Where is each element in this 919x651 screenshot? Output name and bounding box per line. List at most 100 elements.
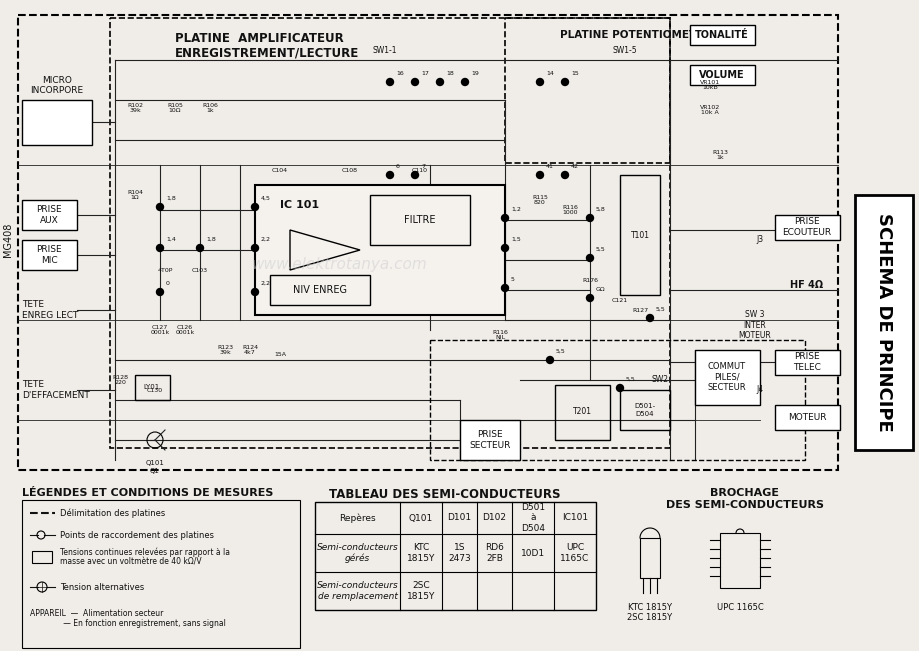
Text: 16: 16 <box>395 71 403 76</box>
Circle shape <box>616 385 623 391</box>
Text: LY01: LY01 <box>143 384 160 390</box>
Text: MOTEUR: MOTEUR <box>787 413 825 421</box>
Text: C121: C121 <box>611 298 628 303</box>
Text: J3: J3 <box>755 236 763 245</box>
Text: TONALITÉ: TONALITÉ <box>695 30 748 40</box>
Text: SW1-5: SW1-5 <box>612 46 637 55</box>
Circle shape <box>251 245 258 251</box>
Circle shape <box>546 357 553 363</box>
Circle shape <box>586 214 593 221</box>
Text: 4,5: 4,5 <box>261 196 270 201</box>
Text: LÉGENDES ET CONDITIONS DE MESURES: LÉGENDES ET CONDITIONS DE MESURES <box>22 488 273 498</box>
Text: GΩ: GΩ <box>596 287 605 292</box>
Text: C103: C103 <box>192 268 208 273</box>
Text: SW1-1: SW1-1 <box>372 46 397 55</box>
Text: R116
NIL: R116 NIL <box>492 329 507 340</box>
Text: PRISE
TELEC: PRISE TELEC <box>792 352 820 372</box>
Bar <box>694 350 759 405</box>
Text: 15A: 15A <box>274 352 286 357</box>
Text: D501
à
D504: D501 à D504 <box>520 503 544 533</box>
Text: Q101: Q101 <box>145 460 165 466</box>
Bar <box>774 215 839 240</box>
Text: VOLUME: VOLUME <box>698 70 744 80</box>
Circle shape <box>501 284 508 292</box>
Circle shape <box>156 288 164 296</box>
Text: 2,2: 2,2 <box>261 281 271 286</box>
Text: 19: 19 <box>471 71 479 76</box>
Text: 15: 15 <box>571 71 578 76</box>
Bar <box>689 25 754 45</box>
Circle shape <box>386 79 393 85</box>
Text: VR101
10kB: VR101 10kB <box>699 79 720 90</box>
Text: BROCHAGE
DES SEMI-CONDUCTEURS: BROCHAGE DES SEMI-CONDUCTEURS <box>665 488 823 510</box>
Text: IC 101: IC 101 <box>279 200 319 210</box>
Text: 1,2: 1,2 <box>510 207 520 212</box>
Circle shape <box>536 79 543 85</box>
Text: C127
0001k: C127 0001k <box>150 325 169 335</box>
Text: 10D1: 10D1 <box>520 549 544 557</box>
Text: D101: D101 <box>447 514 471 523</box>
Text: Tension alternatives: Tension alternatives <box>60 583 144 592</box>
Text: Tensions continues relevées par rapport à la
masse avec un voltmètre de 40 kΩ/V: Tensions continues relevées par rapport … <box>60 547 230 567</box>
Text: TETE
D'EFFACEMENT: TETE D'EFFACEMENT <box>22 380 90 400</box>
Text: 6: 6 <box>395 164 400 169</box>
Bar <box>135 375 170 400</box>
Circle shape <box>561 171 568 178</box>
Text: TABLEAU DES SEMI-CONDUCTEURS: TABLEAU DES SEMI-CONDUCTEURS <box>329 488 561 501</box>
Circle shape <box>436 79 443 85</box>
Text: 5,5: 5,5 <box>555 349 565 354</box>
Circle shape <box>586 294 593 301</box>
Text: 17: 17 <box>421 71 428 76</box>
Text: R128
220: R128 220 <box>112 374 128 385</box>
Text: 1,8: 1,8 <box>165 196 176 201</box>
Text: 5,5: 5,5 <box>596 247 605 252</box>
Text: T101: T101 <box>630 230 649 240</box>
Circle shape <box>646 314 652 322</box>
Text: R123
39k: R123 39k <box>217 344 233 355</box>
Text: RD6
2FB: RD6 2FB <box>484 544 504 562</box>
Text: UPC
1165C: UPC 1165C <box>560 544 589 562</box>
Circle shape <box>156 245 164 251</box>
Text: C104: C104 <box>272 167 288 173</box>
Bar <box>854 195 912 450</box>
Text: R176: R176 <box>582 277 597 283</box>
Circle shape <box>561 79 568 85</box>
Text: Q101: Q101 <box>408 514 433 523</box>
Text: PLATINE  AMPLIFICATEUR
ENREGISTREMENT/LECTURE: PLATINE AMPLIFICATEUR ENREGISTREMENT/LEC… <box>175 32 358 60</box>
Text: SW 3
INTER
MOTEUR: SW 3 INTER MOTEUR <box>738 310 770 340</box>
Bar <box>774 405 839 430</box>
Text: D501-
D504: D501- D504 <box>634 404 655 417</box>
Text: SW2: SW2 <box>651 376 668 385</box>
Text: C108: C108 <box>342 167 357 173</box>
Circle shape <box>536 171 543 178</box>
Text: Points de raccordement des platines: Points de raccordement des platines <box>60 531 214 540</box>
Text: R106
1k: R106 1k <box>202 103 218 113</box>
Bar <box>689 65 754 85</box>
Text: VR102
10k A: VR102 10k A <box>699 105 720 115</box>
Bar <box>369 195 470 245</box>
Text: KTC
1815Y: KTC 1815Y <box>406 544 435 562</box>
Text: 7: 7 <box>421 164 425 169</box>
Text: J4: J4 <box>755 385 763 395</box>
Bar <box>110 18 669 448</box>
Circle shape <box>251 204 258 210</box>
Text: 5,5: 5,5 <box>655 307 665 312</box>
Bar <box>505 18 669 163</box>
Text: 5,8: 5,8 <box>596 207 605 212</box>
Text: COMMUT
PILES/
SECTEUR: COMMUT PILES/ SECTEUR <box>707 362 745 392</box>
Bar <box>720 533 759 588</box>
Text: 5: 5 <box>510 277 515 282</box>
Text: www.elektrotanya.com: www.elektrotanya.com <box>252 258 427 273</box>
Text: 1S
2473: 1S 2473 <box>448 544 471 562</box>
Text: PLATINE POTENTIOMETRES: PLATINE POTENTIOMETRES <box>560 30 718 40</box>
Text: SCHEMA DE PRINCIPE: SCHEMA DE PRINCIPE <box>874 213 892 432</box>
Text: PRISE
MIC: PRISE MIC <box>36 245 62 265</box>
Bar <box>255 185 505 315</box>
Circle shape <box>461 79 468 85</box>
Bar <box>774 350 839 375</box>
Text: Q1: Q1 <box>150 468 160 474</box>
Text: T201: T201 <box>572 408 591 417</box>
Text: 2SC
1815Y: 2SC 1815Y <box>406 581 435 601</box>
Text: Semi-conducteurs
de remplacement: Semi-conducteurs de remplacement <box>316 581 398 601</box>
Text: C130: C130 <box>147 387 163 393</box>
